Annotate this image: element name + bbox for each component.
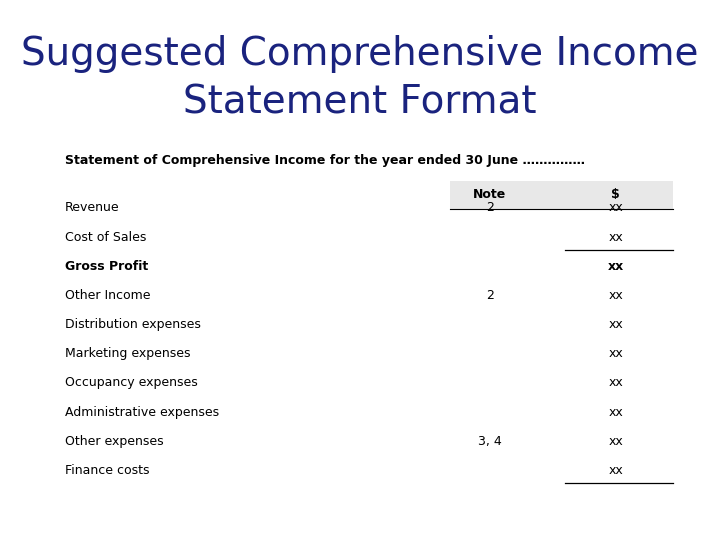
- Text: xx: xx: [608, 464, 623, 477]
- Text: xx: xx: [608, 231, 623, 244]
- Text: Statement Format: Statement Format: [184, 84, 536, 122]
- Text: Administrative expenses: Administrative expenses: [65, 406, 219, 419]
- Text: Other expenses: Other expenses: [65, 435, 163, 448]
- Text: xx: xx: [608, 406, 623, 419]
- Text: Cost of Sales: Cost of Sales: [65, 231, 146, 244]
- Text: $: $: [611, 188, 620, 201]
- Text: xx: xx: [608, 376, 623, 389]
- Text: 3, 4: 3, 4: [478, 435, 501, 448]
- Text: Marketing expenses: Marketing expenses: [65, 347, 190, 360]
- Text: xx: xx: [608, 260, 624, 273]
- Text: xx: xx: [608, 289, 623, 302]
- Text: Statement of Comprehensive Income for the year ended 30 June ……………: Statement of Comprehensive Income for th…: [65, 154, 585, 167]
- Text: 2: 2: [486, 289, 493, 302]
- Text: Occupancy expenses: Occupancy expenses: [65, 376, 197, 389]
- Text: 2: 2: [486, 201, 493, 214]
- Text: Gross Profit: Gross Profit: [65, 260, 148, 273]
- Text: xx: xx: [608, 201, 623, 214]
- Text: Other Income: Other Income: [65, 289, 150, 302]
- Text: Suggested Comprehensive Income: Suggested Comprehensive Income: [22, 35, 698, 73]
- Text: Note: Note: [473, 188, 506, 201]
- Text: Revenue: Revenue: [65, 201, 120, 214]
- Text: xx: xx: [608, 347, 623, 360]
- Text: xx: xx: [608, 318, 623, 331]
- Text: xx: xx: [608, 435, 623, 448]
- Text: Distribution expenses: Distribution expenses: [65, 318, 201, 331]
- FancyBboxPatch shape: [450, 181, 673, 209]
- Text: Finance costs: Finance costs: [65, 464, 149, 477]
